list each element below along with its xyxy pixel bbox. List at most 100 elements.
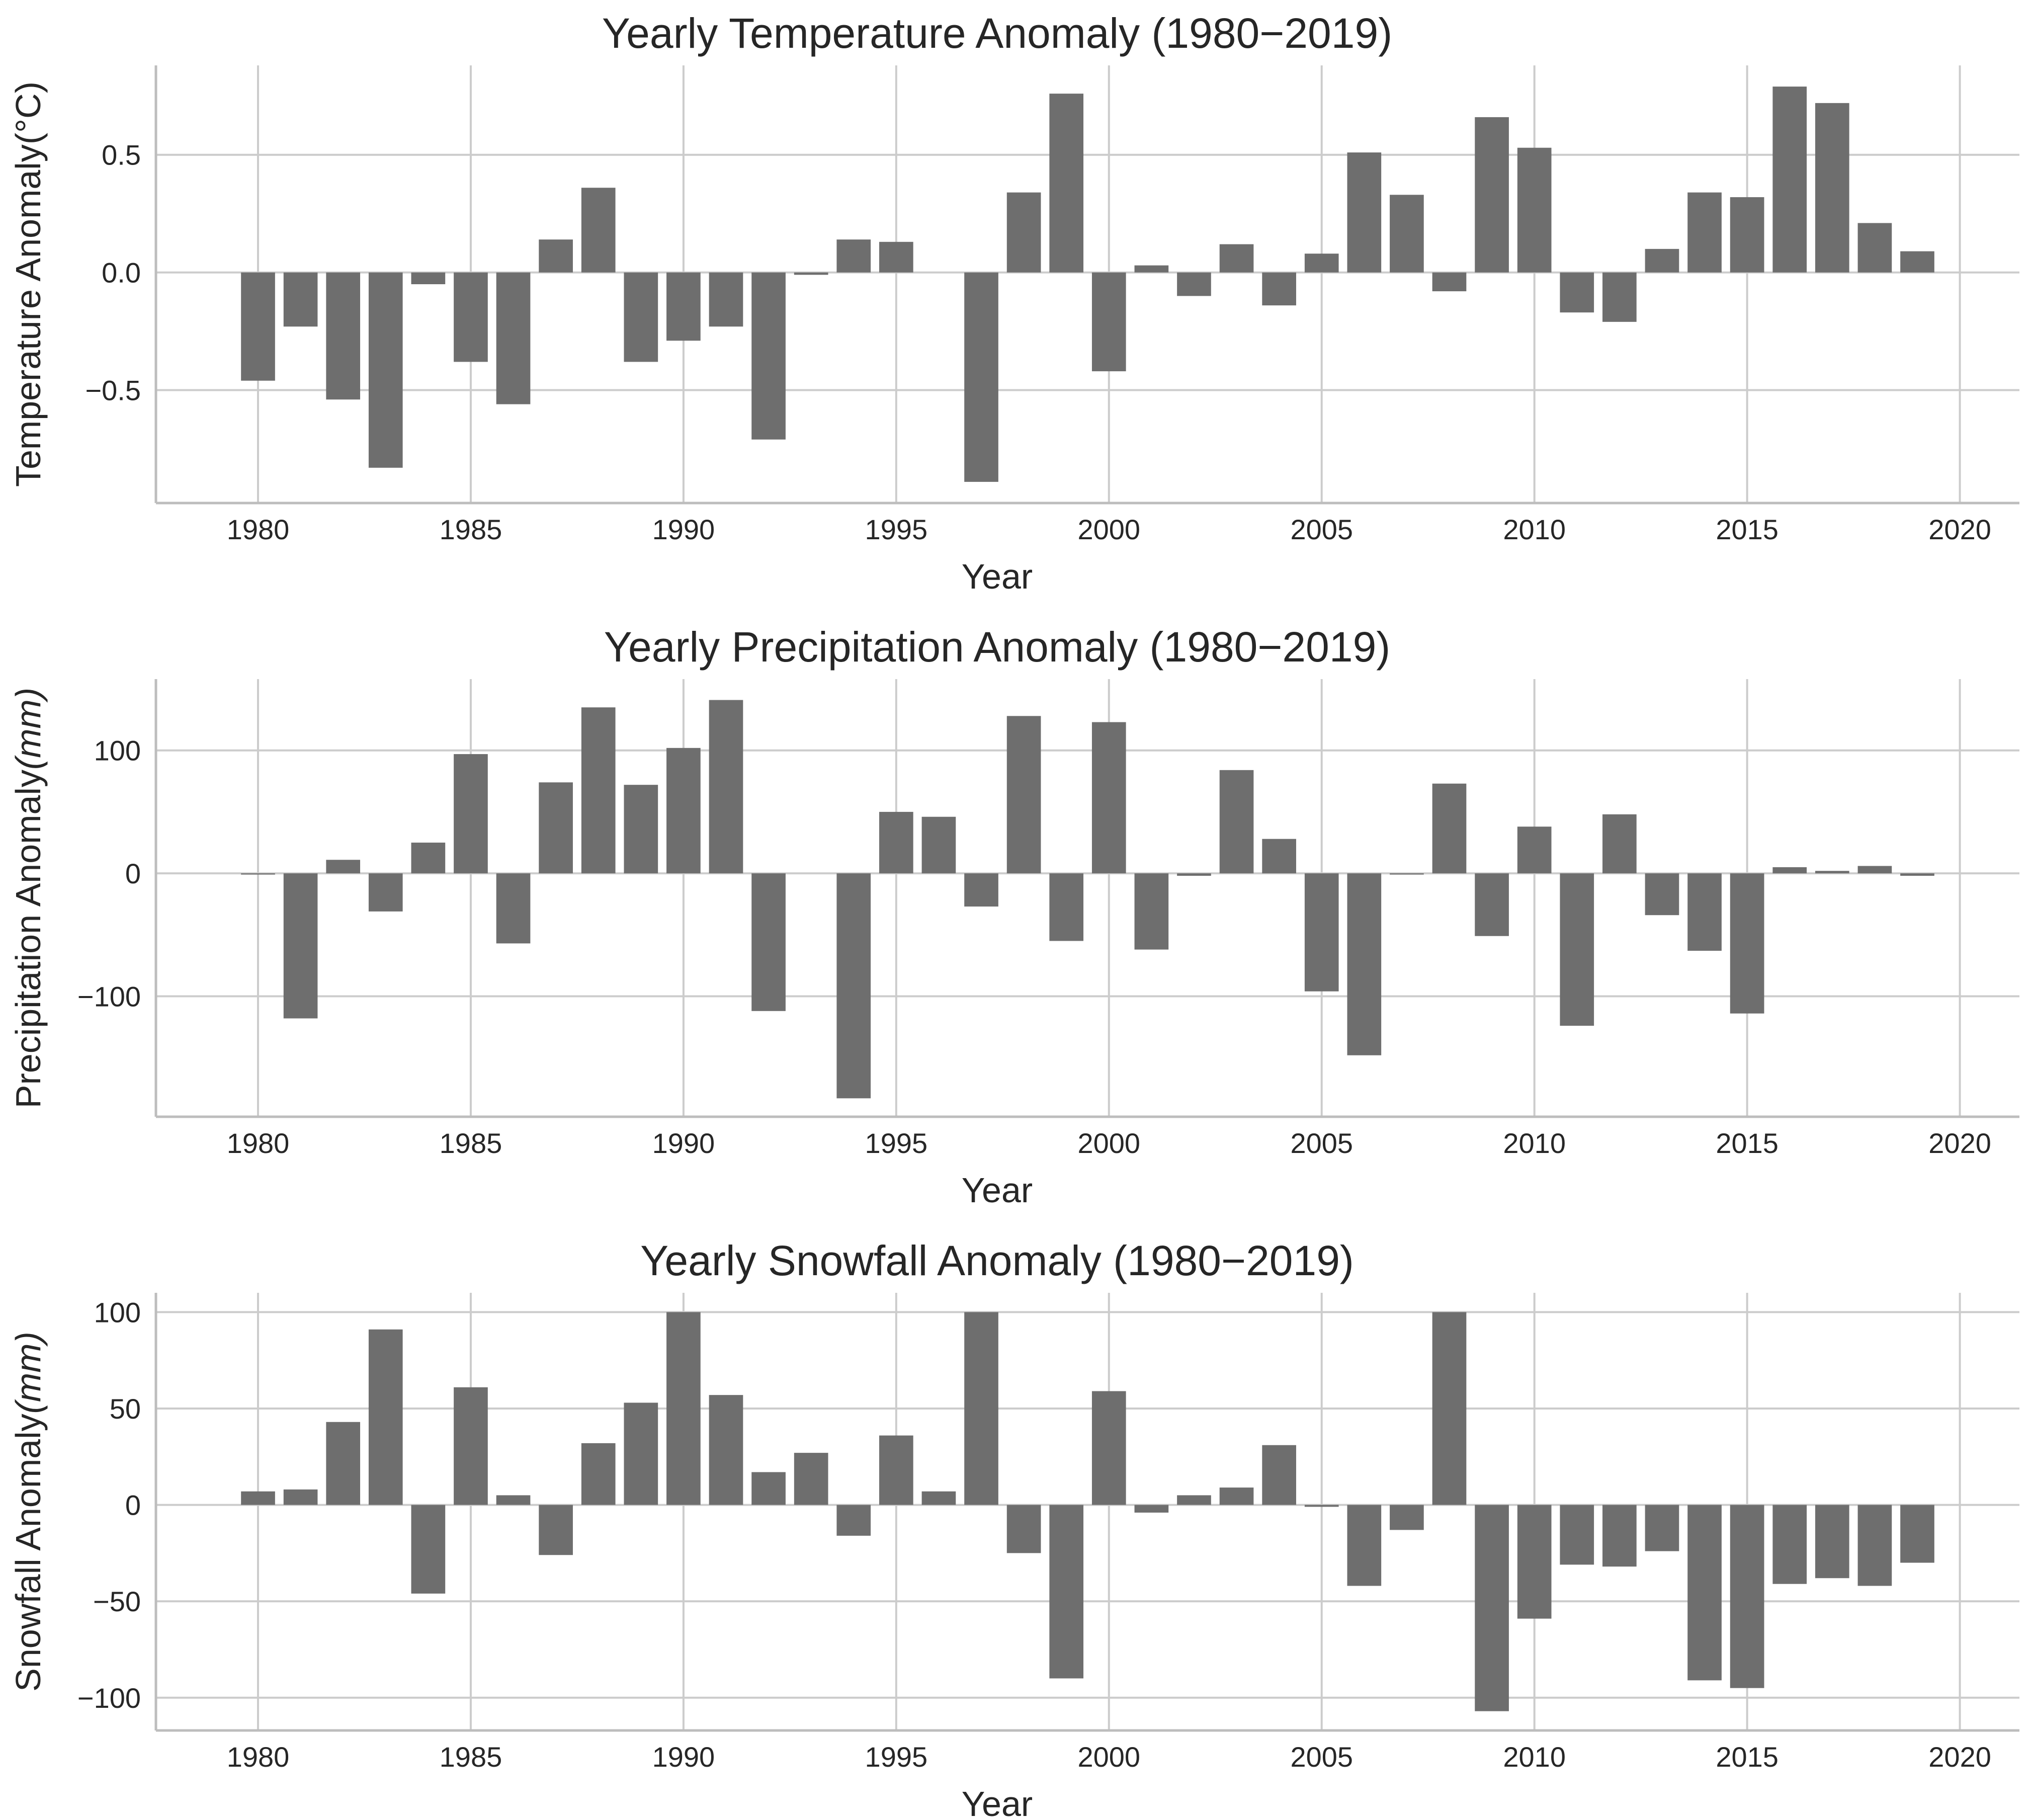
snowfall-bar-1999	[1049, 1505, 1084, 1679]
snowfall-bar-1995	[879, 1435, 913, 1505]
temperature-bar-2018	[1857, 223, 1892, 273]
temperature-bar-2006	[1347, 152, 1382, 273]
temperature-y-axis-label-text: Temperature Anomaly	[9, 144, 48, 487]
precipitation-y-axis-label-text: Precipitation Anomaly	[9, 770, 48, 1108]
temperature-bars	[241, 87, 1934, 482]
snowfall-x-tick-label: 2005	[1290, 1741, 1353, 1773]
snowfall-bar-2017	[1815, 1505, 1849, 1579]
snowfall-bar-1991	[709, 1395, 743, 1505]
snowfall-y-tick-label: 50	[110, 1393, 141, 1425]
temperature-x-tick-label: 2010	[1503, 514, 1566, 545]
snowfall-bar-2004	[1262, 1445, 1296, 1505]
precipitation-bar-2004	[1262, 839, 1296, 874]
precipitation-bar-1991	[709, 700, 743, 874]
snowfall-bar-1982	[326, 1422, 361, 1505]
precipitation-x-tick-label: 1980	[227, 1127, 290, 1159]
temperature-bar-1992	[751, 272, 786, 440]
temperature-bar-2011	[1560, 272, 1594, 313]
snowfall-bar-1983	[368, 1329, 403, 1505]
snowfall-bar-2003	[1219, 1487, 1254, 1505]
precipitation-bar-2013	[1645, 873, 1679, 916]
precipitation-y-tick-label: −100	[77, 981, 141, 1013]
snowfall-bar-1987	[539, 1505, 573, 1555]
precipitation-y-axis-label: Precipitation Anomaly(mm)	[9, 688, 48, 1108]
snowfall-y-axis-label: Snowfall Anomaly(mm)	[9, 1332, 48, 1692]
precipitation-bar-1999	[1049, 873, 1084, 941]
snowfall-bars	[241, 1312, 1934, 1711]
precipitation-bar-2018	[1857, 866, 1892, 874]
temperature-bar-2005	[1304, 254, 1339, 273]
snowfall-bar-2002	[1177, 1495, 1211, 1505]
snowfall-bar-1986	[496, 1495, 531, 1505]
snowfall-y-axis-label-text: Snowfall Anomaly	[9, 1414, 48, 1692]
temperature-bar-1981	[283, 272, 318, 327]
temperature-x-axis-label: Year	[962, 557, 1033, 596]
snowfall-bar-1980	[241, 1491, 275, 1505]
temperature-x-tick-label: 2020	[1928, 514, 1991, 545]
precipitation-bar-1986	[496, 873, 531, 944]
precipitation-bar-1996	[921, 816, 956, 874]
snowfall-y-axis-label-unit: (mm)	[9, 1332, 48, 1414]
precipitation-bar-2011	[1560, 873, 1594, 1026]
snowfall-bar-2014	[1687, 1505, 1722, 1681]
snowfall-y-tick-label: −100	[77, 1682, 141, 1714]
snowfall-chart: 1980 1985 1990 1995 2000 2005 2010 2015 2020 −100…	[9, 1237, 2019, 1820]
snowfall-bar-2009	[1475, 1505, 1509, 1711]
snowfall-bar-2001	[1134, 1505, 1169, 1513]
precipitation-x-tick-label: 1990	[652, 1127, 715, 1159]
temperature-bar-2001	[1134, 265, 1169, 273]
snowfall-bar-1985	[454, 1387, 488, 1505]
temperature-bar-1994	[836, 239, 871, 273]
temperature-bar-1990	[666, 272, 701, 341]
snowfall-bar-2019	[1900, 1505, 1934, 1563]
temperature-bar-2012	[1602, 272, 1637, 322]
precipitation-bar-2019	[1900, 873, 1934, 876]
snowfall-chart-title: Yearly Snowfall Anomaly (1980−2019)	[640, 1237, 1354, 1284]
snowfall-bar-2000	[1091, 1391, 1126, 1505]
precipitation-x-axis-label: Year	[962, 1171, 1033, 1210]
temperature-x-tick-label: 2015	[1716, 514, 1779, 545]
precipitation-y-axis-label-unit: (mm)	[9, 688, 48, 770]
precipitation-bar-2017	[1815, 871, 1849, 874]
snowfall-bar-2016	[1772, 1505, 1807, 1584]
snowfall-x-tick-label: 1990	[652, 1741, 715, 1773]
temperature-bar-1983	[368, 272, 403, 468]
precipitation-x-tick-label: 2015	[1716, 1127, 1779, 1159]
snowfall-y-tick-label: 0	[125, 1490, 141, 1521]
precipitation-bar-1988	[581, 707, 616, 874]
precipitation-bar-1995	[879, 811, 913, 874]
snowfall-bar-2013	[1645, 1505, 1679, 1551]
snowfall-bar-1994	[836, 1505, 871, 1536]
temperature-y-tick-label: 0.5	[102, 139, 141, 171]
temperature-y-tick-label: −0.5	[85, 374, 141, 406]
snowfall-x-tick-label: 1985	[440, 1741, 502, 1773]
temperature-bar-1986	[496, 272, 531, 404]
precipitation-x-tick-label: 2010	[1503, 1127, 1566, 1159]
precipitation-bar-2007	[1390, 873, 1424, 875]
precipitation-x-tick-label: 2020	[1928, 1127, 1991, 1159]
precipitation-bar-2000	[1091, 722, 1126, 874]
snowfall-bar-1990	[666, 1312, 701, 1505]
temperature-x-tick-label: 1995	[865, 514, 928, 545]
snowfall-x-tick-label: 2000	[1078, 1741, 1141, 1773]
precipitation-bar-2005	[1304, 873, 1339, 991]
snowfall-bar-2011	[1560, 1505, 1594, 1565]
temperature-bar-2003	[1219, 244, 1254, 273]
snowfall-x-tick-label: 1995	[865, 1741, 928, 1773]
temperature-bar-1982	[326, 272, 361, 400]
precipitation-bar-1998	[1006, 716, 1041, 874]
temperature-bar-1988	[581, 188, 616, 273]
precipitation-bar-2003	[1219, 770, 1254, 874]
snowfall-bar-2015	[1730, 1505, 1764, 1688]
temperature-x-tick-label: 1985	[440, 514, 502, 545]
temperature-bar-1991	[709, 272, 743, 327]
precipitation-bars	[241, 700, 1934, 1099]
precipitation-bar-1992	[751, 873, 786, 1011]
snowfall-bar-2010	[1517, 1505, 1552, 1619]
precipitation-x-tick-label: 1985	[440, 1127, 502, 1159]
precipitation-bar-2015	[1730, 873, 1764, 1014]
precipitation-x-tick-label: 2000	[1078, 1127, 1141, 1159]
temperature-bar-1984	[411, 272, 446, 284]
precipitation-bar-1985	[454, 754, 488, 874]
